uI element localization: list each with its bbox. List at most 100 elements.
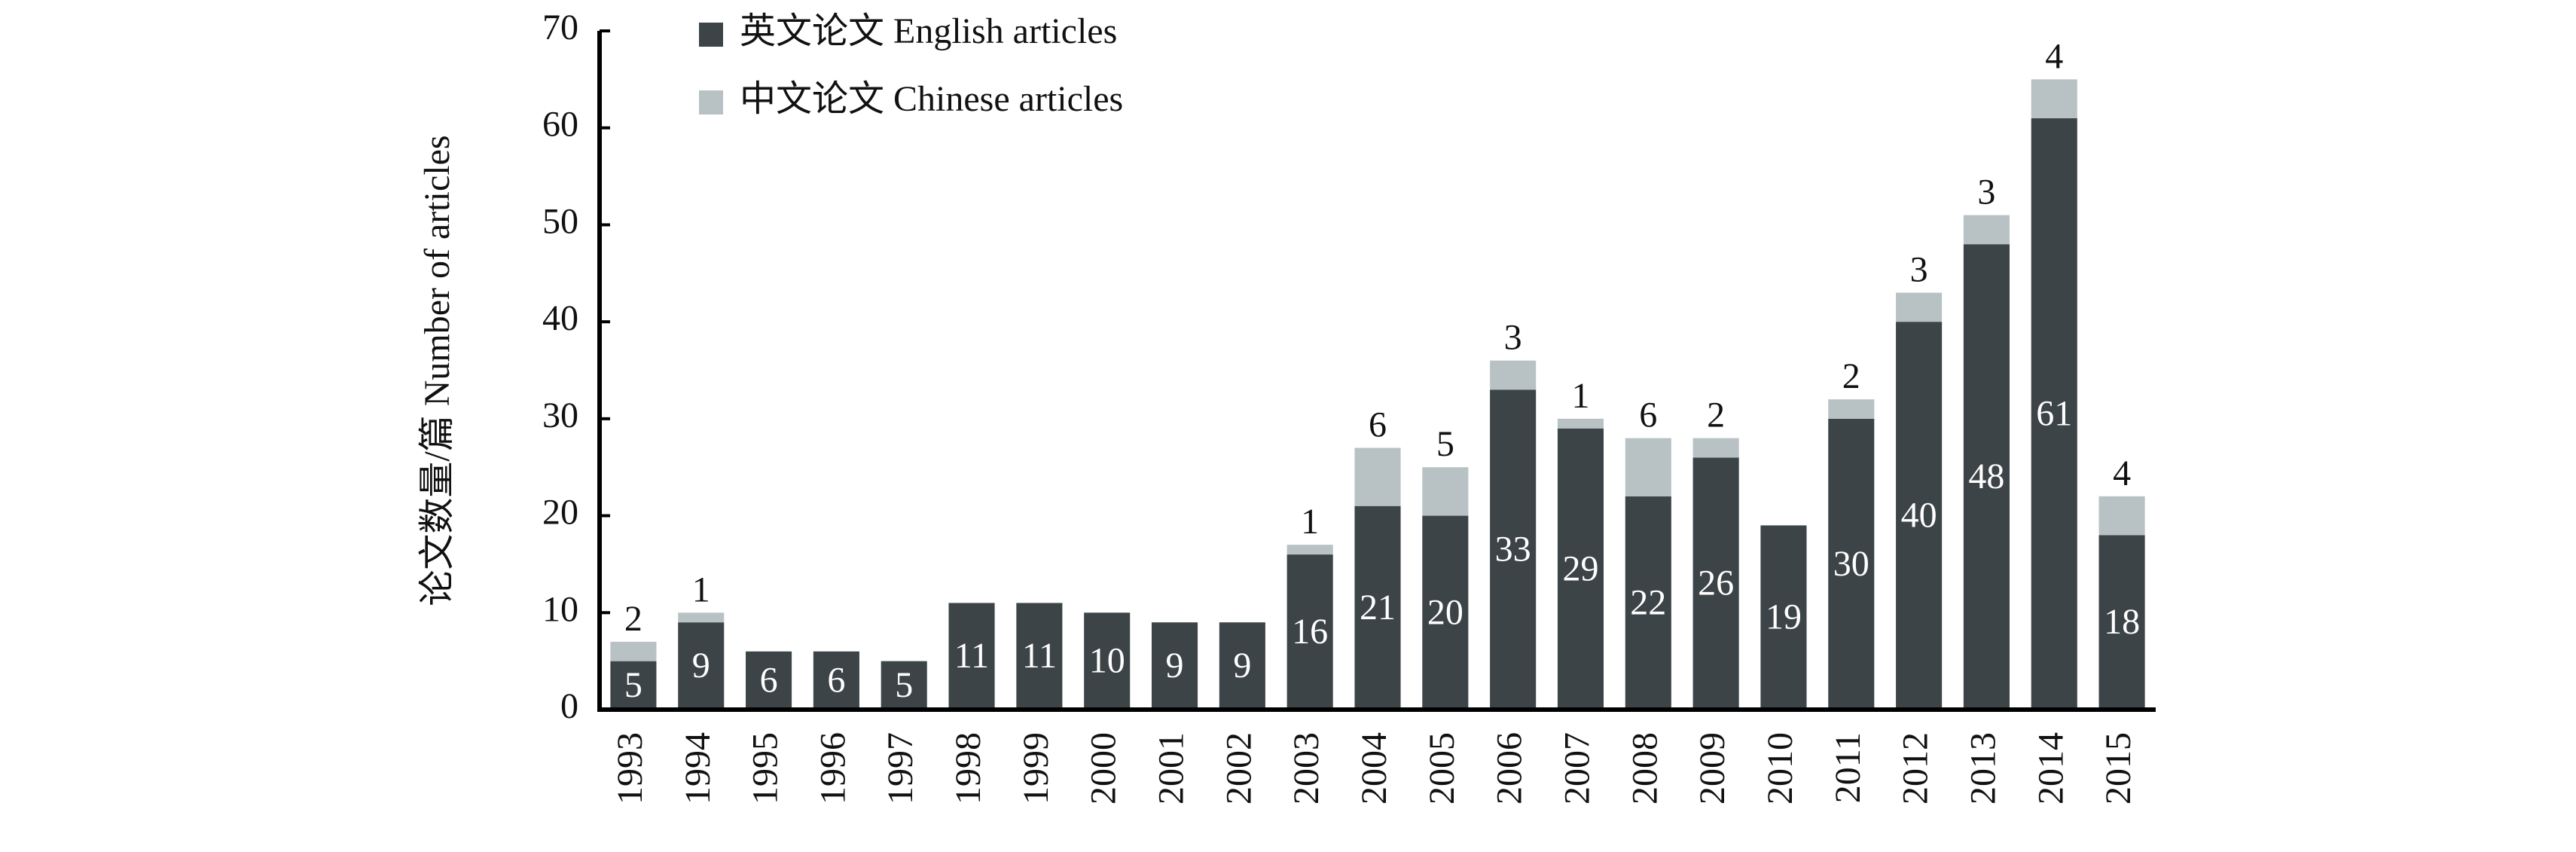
value-label: 20 (1427, 592, 1463, 632)
y-tick-label: 10 (542, 589, 578, 629)
value-label: 61 (2036, 393, 2072, 433)
x-tick-label: 1999 (1016, 732, 1056, 805)
bar-segment (746, 651, 792, 710)
bar-segment (1084, 612, 1131, 710)
bar-segment (1490, 389, 1537, 710)
value-label: 6 (760, 660, 778, 700)
value-label: 2 (1707, 395, 1725, 435)
x-tick-label: 2010 (1760, 732, 1800, 805)
value-label: 5 (1436, 424, 1454, 464)
y-tick-label: 60 (542, 105, 578, 145)
value-label: 6 (1639, 395, 1657, 435)
bar-segment (813, 651, 859, 710)
bar-segment (1557, 428, 1604, 710)
x-tick-label: 2011 (1828, 732, 1868, 803)
x-tick-label: 1994 (678, 732, 718, 805)
y-tick-label: 30 (542, 395, 578, 435)
value-label: 6 (827, 660, 845, 700)
bar-segment (1963, 244, 2010, 710)
value-label: 11 (954, 636, 989, 676)
value-label: 48 (1968, 457, 2004, 496)
value-label: 5 (624, 665, 642, 705)
x-tick-label: 2015 (2098, 732, 2138, 805)
x-tick-label: 2006 (1490, 732, 1530, 805)
legend-label: 中文论文 Chinese articles (740, 79, 1123, 119)
value-label: 1 (1301, 502, 1319, 542)
x-tick-label: 2005 (1422, 732, 1462, 805)
value-label: 1 (692, 570, 710, 609)
value-label: 18 (2104, 602, 2140, 642)
bar-segment (1016, 603, 1063, 710)
y-tick-label: 70 (542, 8, 578, 47)
bar-segment (1354, 505, 1401, 710)
bar-segment (678, 622, 725, 710)
bar-segment (2098, 535, 2145, 710)
value-label: 5 (895, 665, 913, 705)
value-label: 9 (1166, 646, 1184, 686)
bar-segment (1557, 418, 1604, 429)
value-label: 2 (624, 599, 642, 639)
value-label: 9 (692, 646, 710, 686)
bar-segment (610, 641, 657, 661)
x-tick-label: 1998 (948, 732, 988, 805)
bar-segment (1422, 467, 1469, 516)
y-tick-label: 20 (542, 493, 578, 533)
bar-segment (1490, 360, 1537, 390)
bar-segment (1692, 457, 1739, 710)
x-tick-label: 2013 (1963, 732, 2003, 805)
value-label: 1 (1571, 376, 1589, 416)
value-label: 3 (1977, 173, 1995, 212)
legend-swatch (699, 23, 723, 47)
value-label: 4 (2113, 453, 2131, 493)
x-tick-label: 2012 (1896, 732, 1936, 805)
value-label: 19 (1766, 597, 1802, 637)
x-tick-label: 2004 (1354, 732, 1394, 805)
value-label: 10 (1089, 641, 1125, 681)
bar-segment (1896, 322, 1943, 710)
y-tick-label: 50 (542, 201, 578, 241)
bar-segment (1692, 438, 1739, 458)
bar-segment (2031, 118, 2077, 710)
bar-segment (881, 661, 927, 710)
x-tick-label: 2014 (2031, 732, 2071, 805)
legend-label: 英文论文 English articles (740, 11, 1117, 51)
x-tick-label: 2007 (1557, 732, 1597, 805)
value-label: 9 (1233, 646, 1251, 686)
bar-segment (1625, 496, 1671, 710)
bar-segment (1760, 525, 1807, 710)
x-tick-label: 2008 (1625, 732, 1665, 805)
bar-segment (1828, 399, 1875, 419)
x-tick-label: 2009 (1692, 732, 1732, 805)
x-tick-label: 2001 (1152, 732, 1192, 805)
bar-segment (1828, 418, 1875, 710)
value-label: 40 (1901, 496, 1937, 536)
x-tick-label: 2003 (1286, 732, 1326, 805)
x-tick-label: 2000 (1084, 732, 1124, 805)
bar-segment (1963, 215, 2010, 245)
value-label: 2 (1842, 356, 1860, 396)
bar-segment (1286, 554, 1333, 710)
value-label: 21 (1360, 588, 1396, 628)
y-axis-title: 论文数量/篇 Number of articles (417, 135, 457, 606)
bar-segment (1422, 515, 1469, 710)
value-label: 3 (1910, 250, 1928, 290)
bar-segment (1151, 622, 1198, 710)
value-label: 4 (2045, 36, 2063, 76)
bar-segment (1354, 447, 1401, 506)
bar-segment (610, 661, 657, 710)
value-label: 3 (1504, 318, 1522, 358)
bar-segment (948, 603, 995, 710)
bar-segment (1625, 438, 1671, 496)
bar-segment (678, 612, 725, 623)
value-label: 33 (1495, 530, 1531, 570)
bar-segment (2031, 79, 2077, 118)
value-label: 26 (1698, 563, 1734, 603)
legend-swatch (699, 90, 723, 115)
value-label: 22 (1630, 582, 1666, 622)
bar-segment (1896, 292, 1943, 322)
y-tick-label: 40 (542, 298, 578, 338)
bar-segment (1219, 622, 1265, 710)
value-label: 30 (1833, 544, 1869, 584)
value-label: 16 (1292, 612, 1328, 652)
